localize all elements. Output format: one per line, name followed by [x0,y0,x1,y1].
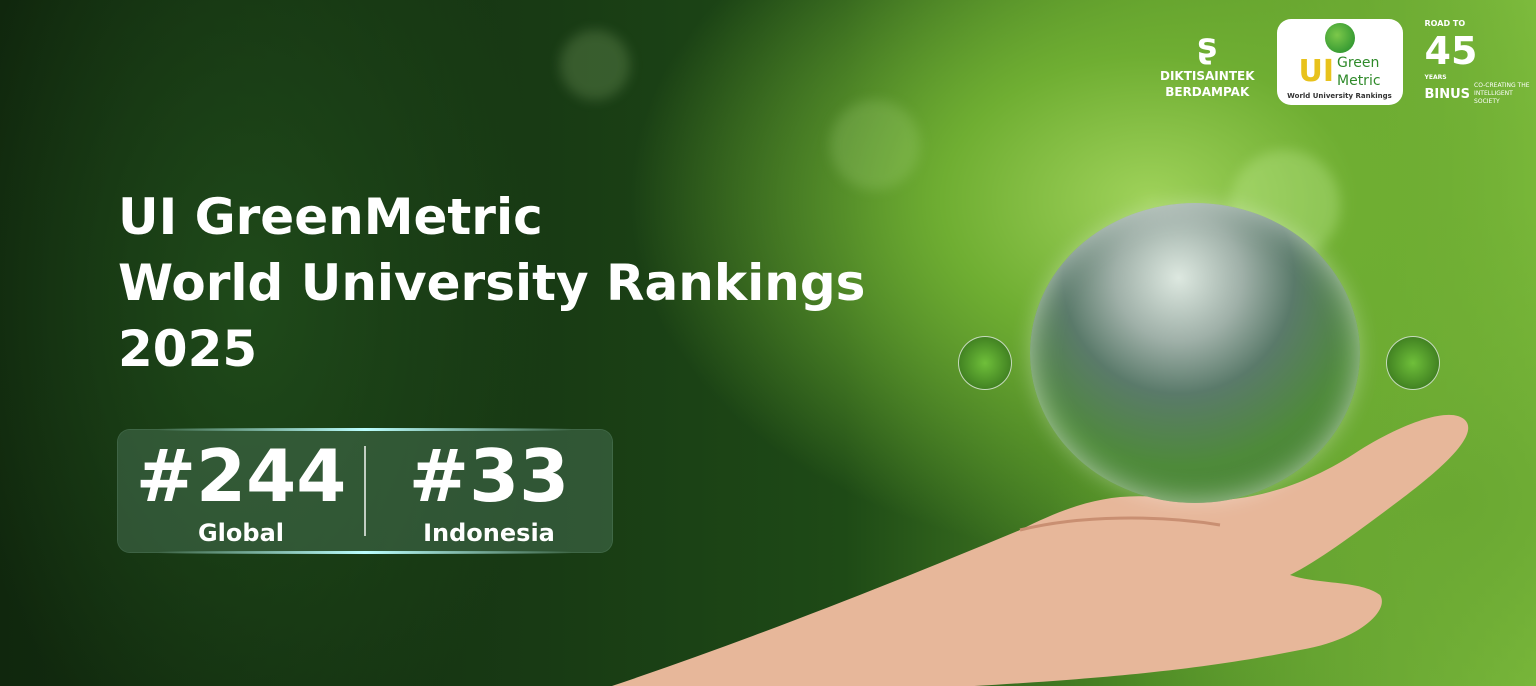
rank-label: Global [197,519,284,547]
indonesia-rank: #33 Indonesia [366,434,612,548]
logo-text: Metric [1337,73,1381,89]
logo-text: 45 [1424,29,1478,73]
global-rank: #244 Global [118,434,364,548]
rank-value: #33 [408,434,570,518]
title-line: 2025 [118,320,258,378]
globe-icon [1324,23,1355,53]
divider [364,446,366,536]
logo-text: BINUS [1424,86,1471,102]
title-line: World University Rankings [118,254,866,312]
logo-text: DIKTISAINTEK [1160,69,1255,83]
small-globe-icon [958,336,1012,390]
logo-text: Green [1337,55,1380,71]
hand-illustration [611,414,1469,686]
greenmetric-logo: UI Green Metric World University Rankings [1276,19,1403,105]
diktisaintek-logo: ʂ DIKTISAINTEK BERDAMPAK [1160,24,1255,100]
small-globe-icon [1386,336,1440,390]
logo-text: CO-CREATING THE INTELLIGENT SOCIETY [1474,82,1530,105]
logo-text: YEARS [1424,74,1447,81]
logo-text: UI [1298,54,1334,89]
logo-text: World University Rankings [1287,92,1392,100]
page-title: UI GreenMetric World University Rankings… [118,184,865,382]
binus-45-logo: ROAD TO 45 YEARS BINUS CO-CREATING THE IN… [1425,18,1531,106]
rank-label: Indonesia [423,519,555,547]
partner-logos: ʂ DIKTISAINTEK BERDAMPAK UI Green Metric … [1160,18,1530,106]
city-globe-image [1030,203,1360,503]
dikti-mark-icon: ʂ [1197,26,1218,66]
logo-text: BERDAMPAK [1165,85,1250,99]
ranking-box: #244 Global #33 Indonesia [118,428,612,554]
logo-text: ROAD TO [1424,19,1466,28]
title-line: UI GreenMetric [118,188,543,246]
bokeh-light [830,100,920,190]
rank-value: #244 [135,434,347,518]
bokeh-light [560,30,630,100]
